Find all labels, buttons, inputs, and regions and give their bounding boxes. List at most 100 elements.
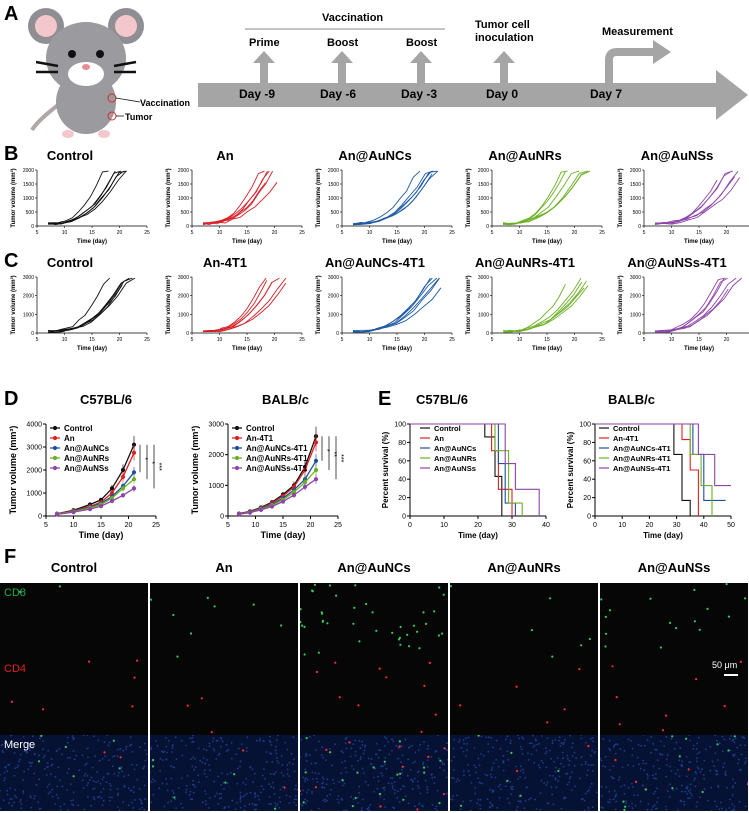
nucleus-dot <box>571 755 574 757</box>
data-point <box>120 467 126 473</box>
nucleus-dot <box>731 803 734 806</box>
cd4-dot <box>200 697 203 700</box>
nucleus-dot <box>580 763 583 766</box>
nucleus-dot <box>363 745 366 748</box>
x-axis-label: Time (day) <box>382 239 412 245</box>
nucleus-dot <box>29 794 32 797</box>
nucleus-dot <box>113 773 116 775</box>
data-point <box>313 467 319 473</box>
nucleus-dot <box>59 805 62 808</box>
nucleus-dot <box>315 749 318 751</box>
nucleus-dot <box>647 803 650 805</box>
nucleus-dot <box>665 808 668 811</box>
nucleus-dot <box>496 806 499 809</box>
legend-label: Control <box>64 424 92 433</box>
nucleus-dot <box>165 745 168 748</box>
tile-dots <box>150 735 298 811</box>
nucleus-dot <box>570 771 573 774</box>
nucleus-dot <box>675 787 678 790</box>
legend-label: An-4T1 <box>613 434 638 443</box>
nucleus-dot <box>519 800 522 802</box>
nucleus-dot <box>419 744 421 746</box>
nucleus-dot <box>463 774 465 777</box>
nucleus-dot <box>208 764 211 766</box>
nucleus-dot <box>399 788 402 790</box>
nucleus-dot <box>97 780 100 783</box>
y-tick-label: 0 <box>486 224 489 230</box>
nucleus-dot <box>384 745 386 747</box>
nucleus-dot <box>505 738 507 741</box>
cd8-dot <box>549 597 552 600</box>
x-tick-label: 15 <box>544 230 550 236</box>
nucleus-dot <box>397 790 399 793</box>
cd8-dot <box>433 610 436 613</box>
nucleus-dot <box>575 757 577 760</box>
nucleus-dot <box>361 740 363 743</box>
cd4-dot <box>420 730 423 733</box>
tile-dots <box>150 596 283 658</box>
cd4-dot <box>416 808 419 811</box>
y-tick-label: 100 <box>394 422 406 429</box>
nucleus-dot <box>663 745 666 747</box>
x-axis-label: Time (day) <box>382 346 412 352</box>
panelB-title-1: An <box>216 148 234 163</box>
column-header: An@AuNSs <box>637 560 711 575</box>
data-point <box>269 504 275 509</box>
nucleus-dot <box>435 750 438 752</box>
nucleus-dot <box>539 808 542 811</box>
cd8-dot <box>58 585 61 588</box>
nucleus-dot <box>59 809 62 811</box>
nucleus-dot <box>345 771 348 774</box>
cd8-dot <box>301 624 304 627</box>
cd8-dot <box>233 773 236 776</box>
nucleus-dot <box>467 736 470 739</box>
nucleus-dot <box>485 736 487 739</box>
growth-line <box>202 170 273 225</box>
nucleus-dot <box>268 796 271 798</box>
x-tick-label: 20 <box>646 522 654 529</box>
y-tick-label: 2000 <box>208 452 224 459</box>
nucleus-dot <box>144 759 147 762</box>
nucleus-dot <box>532 746 535 748</box>
nucleus-dot <box>39 737 41 740</box>
growth-line <box>654 179 718 225</box>
nucleus-dot <box>85 762 88 765</box>
nucleus-dot <box>456 794 458 797</box>
nucleus-dot <box>208 742 211 745</box>
nucleus-dot <box>474 786 477 789</box>
x-tick-label: 5 <box>643 230 646 236</box>
nucleus-dot <box>47 792 50 795</box>
nucleus-dot <box>743 737 746 739</box>
cd8-dot <box>317 651 320 654</box>
nucleus-dot <box>422 763 424 766</box>
growth-line <box>352 170 421 226</box>
data-point <box>109 495 115 501</box>
nucleus-dot <box>11 798 14 800</box>
nucleus-dot <box>34 795 36 797</box>
nucleus-dot <box>703 759 706 762</box>
nucleus-dot <box>470 809 472 811</box>
nucleus-dot <box>72 799 75 802</box>
nucleus-dot <box>109 799 111 802</box>
nucleus-dot <box>458 739 461 741</box>
nucleus-dot <box>19 798 22 801</box>
nucleus-dot <box>532 735 534 737</box>
nucleus-dot <box>270 785 273 788</box>
nucleus-dot <box>404 738 407 741</box>
nucleus-dot <box>72 738 75 741</box>
nucleus-dot <box>475 771 477 774</box>
x-tick-label: 10 <box>217 230 223 236</box>
nucleus-dot <box>92 788 95 790</box>
nucleus-dot <box>453 738 455 741</box>
legend-label: An@AuNSs-4T1 <box>246 464 308 473</box>
nucleus-dot <box>484 773 487 776</box>
nucleus-dot <box>639 800 642 803</box>
nucleus-dot <box>240 743 243 745</box>
nucleus-dot <box>254 793 256 796</box>
nucleus-dot <box>276 760 279 762</box>
cd4-dot <box>587 745 590 748</box>
nucleus-dot <box>293 801 296 804</box>
cd4-dot <box>242 749 245 752</box>
image-tile <box>600 659 748 735</box>
